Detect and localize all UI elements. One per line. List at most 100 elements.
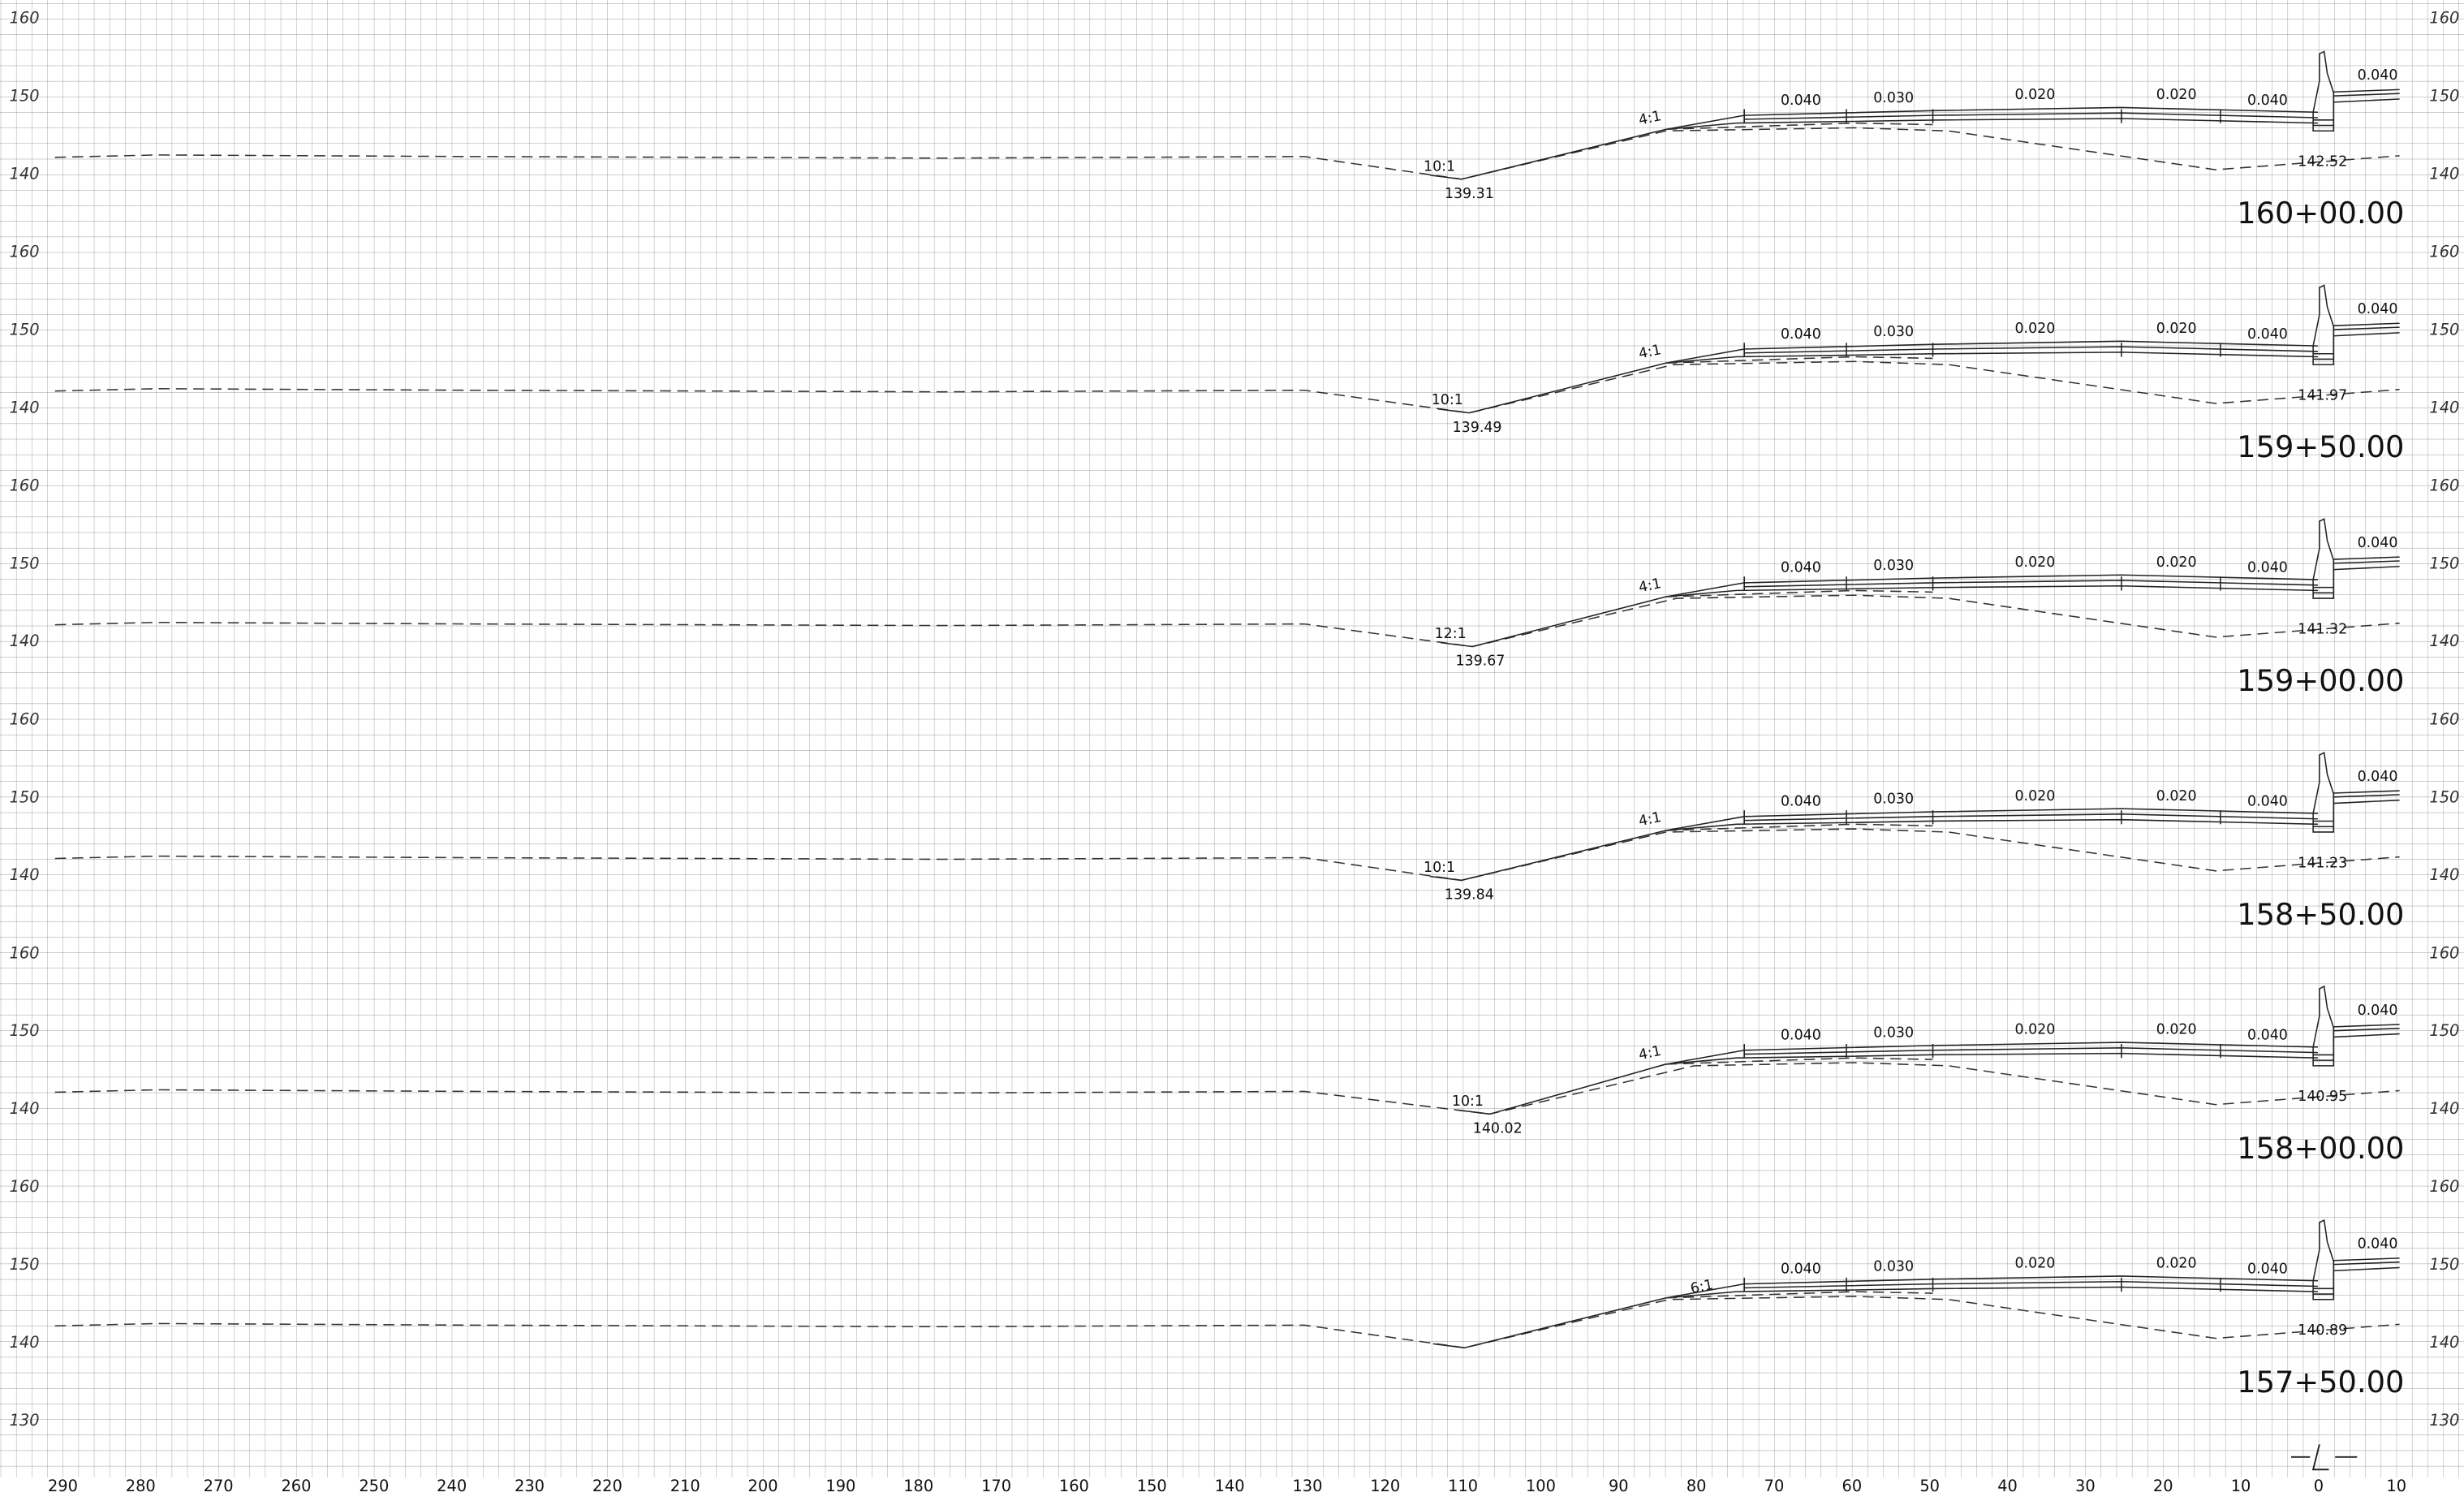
elevation-label: 160	[2429, 9, 2459, 28]
elevation-label: 150	[10, 87, 40, 106]
elevation-label: 150	[2429, 787, 2459, 806]
cross-slope: 0.020	[2156, 788, 2197, 804]
barrier	[2312, 752, 2335, 833]
bridge-deck	[2333, 560, 2400, 564]
barrier	[2312, 284, 2335, 365]
cross-slope: 0.020	[2014, 321, 2055, 337]
elevation-label: 150	[2429, 554, 2459, 572]
elevation-label: 140	[2429, 865, 2459, 884]
x-axis-label: 270	[204, 1477, 234, 1495]
cross-slope: 0.040	[2358, 1236, 2398, 1253]
cross-slope: 0.020	[2014, 1256, 2055, 1272]
x-axis-label: 180	[903, 1477, 933, 1495]
fore-slope	[1441, 589, 1737, 648]
pavement-layer	[1744, 346, 2318, 354]
low-point-elevation: 139.67	[1455, 653, 1505, 670]
bridge-deck	[2333, 1033, 2400, 1038]
barrier	[2312, 50, 2335, 132]
x-axis-label: 250	[359, 1477, 389, 1495]
bridge-deck	[2333, 566, 2400, 571]
cross-slope: 0.040	[1781, 326, 1821, 343]
bridge-deck	[2333, 1266, 2400, 1272]
x-axis-label: 240	[437, 1477, 467, 1495]
ditch-slope: 10:1	[1432, 392, 1463, 408]
bridge-deck	[2333, 326, 2400, 330]
cross-slope: 0.040	[2358, 769, 2398, 785]
elevation-label: 150	[2429, 320, 2459, 339]
x-axis-label: 280	[126, 1477, 156, 1495]
elevation-label: 160	[10, 9, 40, 28]
x-axis-label: 80	[1686, 1477, 1707, 1495]
elevation-label: 140	[2429, 632, 2459, 650]
x-axis-label: 100	[1526, 1477, 1556, 1495]
x-axis-label: 90	[1609, 1477, 1629, 1495]
low-point-elevation: 139.31	[1445, 186, 1494, 202]
x-axis-label: 40	[1997, 1477, 2018, 1495]
x-axis-label: 190	[825, 1477, 855, 1495]
cross-slope: 0.030	[1873, 558, 1914, 574]
x-axis-label: 150	[1137, 1477, 1167, 1495]
x-axis-label: 160	[1059, 1477, 1089, 1495]
bridge-deck	[2333, 799, 2400, 804]
elevation-label: 160	[2429, 943, 2459, 962]
x-axis-label: 260	[282, 1477, 312, 1495]
cross-slope: 0.040	[1781, 1027, 1821, 1043]
barrier	[2312, 518, 2335, 599]
ditch-slope: 10:1	[1452, 1093, 1484, 1110]
elevation-label: 140	[10, 1333, 40, 1352]
elevation-label: 140	[10, 632, 40, 650]
cross-slope: 0.040	[1781, 794, 1821, 810]
elevation-label: 140	[2429, 1099, 2459, 1118]
x-axis-label: 30	[2075, 1477, 2096, 1495]
cross-slope: 0.040	[2247, 794, 2288, 810]
bridge-deck	[2333, 1261, 2400, 1266]
x-axis-label: 10	[2386, 1477, 2406, 1495]
x-axis-label: 220	[592, 1477, 622, 1495]
low-point-elevation: 139.49	[1453, 420, 1502, 436]
cross-slope: 0.040	[2247, 326, 2288, 343]
station-label: 157+50.00	[2237, 1365, 2404, 1400]
x-axis-label: 140	[1215, 1477, 1245, 1495]
bridge-deck	[2333, 332, 2400, 337]
station-label: 159+00.00	[2237, 663, 2404, 698]
elevation-label: 160	[10, 710, 40, 728]
station-label: 160+00.00	[2237, 196, 2404, 231]
cross-slope: 0.040	[2358, 535, 2398, 551]
pavement-layer	[1744, 813, 2318, 822]
low-point-elevation: 139.84	[1445, 887, 1494, 904]
x-axis-label: 20	[2153, 1477, 2173, 1495]
cross-slope: 0.040	[2247, 560, 2288, 576]
cross-slope: 0.040	[1781, 560, 1821, 576]
bridge-deck	[2333, 790, 2400, 794]
ditch-slope: 10:1	[1424, 860, 1455, 876]
x-axis-label: 200	[748, 1477, 778, 1495]
fore-slope	[1429, 823, 1737, 882]
cross-slope: 0.020	[2156, 87, 2197, 103]
cross-slope: 0.030	[1873, 90, 1914, 106]
cross-slope: 0.020	[2014, 1022, 2055, 1038]
cross-slope: 0.040	[2358, 67, 2398, 84]
cross-slope: 0.020	[2014, 87, 2055, 103]
elevation-label: 150	[10, 1255, 40, 1274]
bridge-deck	[2333, 1024, 2400, 1028]
elevation-label: 160	[2429, 1177, 2459, 1196]
bridge-deck	[2333, 794, 2400, 798]
bridge-deck	[2333, 1257, 2400, 1262]
ditch-slope: 10:1	[1424, 158, 1455, 175]
elevation-label: 140	[2429, 164, 2459, 183]
right-elevation: 140.95	[2298, 1089, 2347, 1105]
x-axis-label: 60	[1842, 1477, 1863, 1495]
right-elevation: 142.52	[2298, 154, 2347, 170]
existing-ground	[54, 360, 2400, 414]
cross-slope: 0.020	[2014, 554, 2055, 571]
x-axis-label: 50	[1919, 1477, 1940, 1495]
elevation-label: 140	[10, 865, 40, 884]
cross-slope: 0.040	[1781, 93, 1821, 109]
right-elevation: 141.32	[2298, 621, 2347, 637]
x-axis-label: 70	[1764, 1477, 1785, 1495]
cross-slope: 0.020	[2156, 321, 2197, 337]
x-axis-label: 10	[2231, 1477, 2251, 1495]
cross-slope: 0.020	[2156, 554, 2197, 571]
